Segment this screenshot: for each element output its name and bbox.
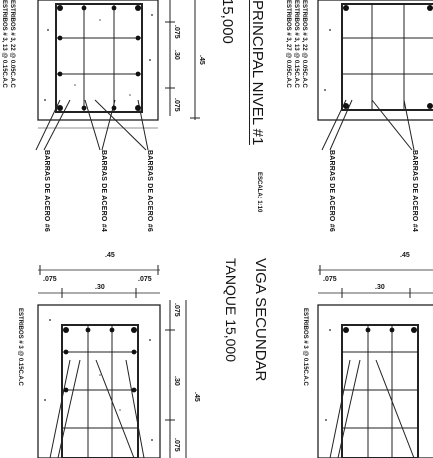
- col2-stirrup-notes: ESTRIBOS # 3, 22 @ 0.05C.A.C ESTRIBOS # …: [284, 0, 308, 88]
- title1-sub: 15,000: [219, 0, 236, 44]
- beam1-dim: .075: [173, 303, 180, 317]
- beam1-stirrup: ESTRIBOS # 3 @ 0.15C.A.C: [17, 308, 23, 386]
- beam1-dim: .075: [43, 276, 57, 283]
- col1-stirrup-note: ESTRIBOS # 3, 13 @ 0.15C.A.C: [1, 0, 7, 88]
- beam2-dim: .075: [323, 276, 337, 283]
- col2-stirrup-note: ESTRIBOS # 3, 27 @ 0.05C.A.C: [285, 0, 291, 88]
- col2-stirrup-note: ESTRIBOS # 3, 13 @ 0.15C.A.C: [293, 0, 299, 88]
- col1-stirrup-note: ESTRIBOS # 3, 22 @ 0.05C.A.C: [9, 0, 15, 88]
- column-section-1-stirrup: [55, 3, 143, 113]
- col1-dim: .30: [173, 50, 180, 60]
- col1-bar-label: BARRAS DE ACERO #4: [100, 150, 107, 232]
- beam1-dim: .30: [173, 376, 180, 386]
- beam1-dim: .30: [95, 284, 105, 291]
- beam-section-1-stirrup: [61, 324, 139, 458]
- column-section-2-outline: [317, 0, 433, 121]
- title2-label: VIGA SECUNDAR: [252, 258, 269, 382]
- beam1-dim: .075: [138, 276, 152, 283]
- beam1-dim: .45: [105, 252, 115, 259]
- title1-scale: ESCALA: 1:10: [256, 172, 262, 213]
- col2-bar-label: BARRAS DE ACERO #6: [328, 150, 335, 232]
- beam1-dim: .075: [173, 438, 180, 452]
- beam2-stirrup: ESTRIBOS # 3 @ 0.15C.A.C: [302, 308, 308, 386]
- col1-dim: .075: [173, 25, 180, 39]
- col1-dim: .45: [198, 55, 205, 65]
- col1-bar-label: BARRAS DE ACERO #6: [146, 150, 153, 232]
- beam-section-1-outline: [37, 304, 161, 458]
- title2-sub: TANQUE 15,000: [223, 258, 239, 363]
- col2-bar-label: BARRAS DE ACERO #4: [411, 150, 418, 232]
- col1-dim: .075: [173, 98, 180, 112]
- beam2-dim: .30: [375, 284, 385, 291]
- beam1-dim: .45: [193, 392, 200, 402]
- beam2-dim: .45: [400, 252, 410, 259]
- column-section-1-outline: [37, 0, 159, 121]
- col2-stirrup-note: ESTRIBOS # 3, 22 @ 0.05C.A.C: [301, 0, 307, 88]
- title1-label: PRINCIPAL NIVEL #1: [249, 0, 266, 146]
- col1-stirrup-notes: ESTRIBOS # 3, 22 @ 0.05C.A.C ESTRIBOS # …: [0, 0, 16, 88]
- col1-bar-label: BARRAS DE ACERO #6: [43, 150, 50, 232]
